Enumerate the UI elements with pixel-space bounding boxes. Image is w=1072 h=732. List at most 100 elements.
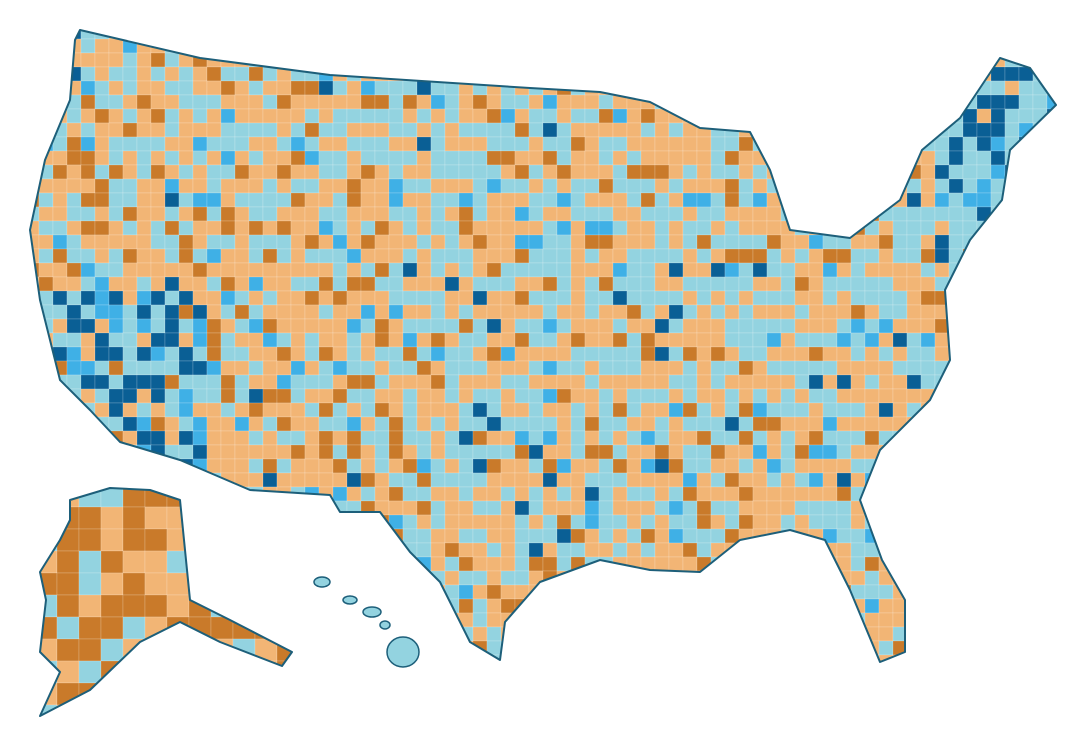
county	[808, 332, 824, 348]
county	[388, 388, 404, 404]
county	[640, 164, 656, 180]
county	[976, 304, 992, 320]
county	[122, 234, 138, 250]
county	[948, 570, 964, 586]
county	[696, 262, 712, 278]
county	[248, 80, 264, 96]
county	[626, 332, 642, 348]
county	[192, 220, 208, 236]
county	[794, 80, 810, 96]
county	[137, 669, 151, 683]
county	[724, 94, 740, 110]
county	[626, 164, 642, 180]
county	[360, 416, 376, 432]
county	[38, 192, 54, 208]
county	[668, 612, 684, 628]
county	[290, 80, 306, 96]
county	[892, 542, 908, 558]
county	[332, 164, 348, 180]
county	[850, 346, 866, 362]
county	[893, 669, 907, 683]
county	[584, 570, 600, 586]
county	[360, 30, 376, 40]
county	[878, 500, 894, 516]
county	[164, 290, 180, 306]
county	[388, 542, 404, 558]
county	[528, 30, 544, 40]
county	[360, 640, 376, 656]
county	[248, 122, 264, 138]
county	[920, 584, 936, 600]
county	[640, 290, 656, 306]
county	[94, 304, 110, 320]
county	[220, 80, 236, 96]
county	[346, 178, 362, 194]
county	[220, 150, 236, 166]
county	[1046, 30, 1056, 40]
county	[332, 206, 348, 222]
county	[990, 626, 1006, 642]
county	[570, 66, 586, 82]
county	[94, 178, 110, 194]
county	[374, 472, 390, 488]
county	[668, 360, 684, 376]
county	[738, 542, 754, 558]
county	[780, 374, 796, 390]
county	[234, 38, 250, 54]
county	[276, 402, 292, 418]
county	[291, 669, 305, 683]
county	[304, 584, 320, 600]
county	[210, 550, 234, 574]
county	[166, 594, 190, 618]
county	[361, 669, 375, 683]
county	[52, 416, 68, 432]
county	[514, 612, 530, 628]
county	[164, 122, 180, 138]
county	[990, 388, 1006, 404]
county	[262, 500, 278, 516]
county	[360, 486, 376, 502]
county	[346, 416, 362, 432]
county	[808, 30, 824, 40]
county	[1018, 192, 1034, 208]
county	[192, 192, 208, 208]
county	[262, 556, 278, 572]
county	[668, 80, 684, 96]
county	[262, 570, 278, 586]
county	[836, 332, 852, 348]
county	[948, 514, 964, 530]
county	[1004, 472, 1020, 488]
county	[976, 570, 992, 586]
county	[836, 598, 852, 614]
county	[808, 402, 824, 418]
county	[948, 444, 964, 460]
county	[766, 150, 782, 166]
county	[486, 94, 502, 110]
county	[192, 234, 208, 250]
county	[150, 360, 166, 376]
county	[473, 669, 487, 683]
county	[626, 346, 642, 362]
county	[598, 38, 614, 54]
county	[780, 416, 796, 432]
county	[892, 304, 908, 320]
county	[1004, 388, 1020, 404]
county	[612, 192, 628, 208]
county	[921, 669, 935, 683]
county	[276, 416, 292, 432]
county	[430, 66, 446, 82]
county	[836, 150, 852, 166]
county	[976, 276, 992, 292]
county	[906, 654, 922, 662]
county	[934, 66, 950, 82]
county	[472, 108, 488, 124]
county	[144, 572, 168, 596]
county	[794, 178, 810, 194]
county	[178, 122, 194, 138]
county	[934, 654, 950, 662]
county	[388, 220, 404, 236]
county	[472, 150, 488, 166]
county	[234, 304, 250, 320]
county	[542, 612, 558, 628]
county	[598, 514, 614, 530]
